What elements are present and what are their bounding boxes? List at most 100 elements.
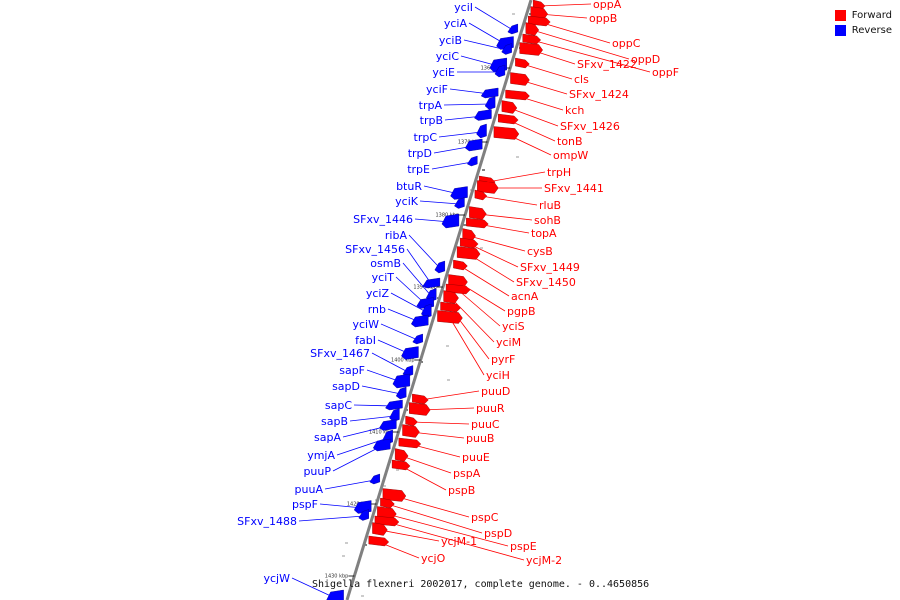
- gene-arrow-SFxv_1450[interactable]: [456, 246, 481, 260]
- gene-arrow-yciF[interactable]: [480, 87, 499, 99]
- gene-label[interactable]: SFxv_1424: [569, 88, 629, 101]
- gene-arrow-yciE[interactable]: [494, 64, 506, 78]
- gene-arrow-yciM[interactable]: [443, 290, 459, 304]
- gene-arrow-SFxv_1426[interactable]: [501, 100, 518, 114]
- gene-label[interactable]: ymjA: [307, 449, 335, 462]
- gene-label[interactable]: sapB: [321, 415, 348, 428]
- gene-label[interactable]: yciA: [444, 17, 468, 30]
- gene-label[interactable]: pspD: [484, 527, 512, 540]
- gene-arrow-trpA[interactable]: [484, 96, 496, 110]
- gene-arrow-pspB[interactable]: [391, 459, 411, 471]
- gene-arrow-cls[interactable]: [515, 57, 530, 69]
- gene-label[interactable]: puuD: [481, 385, 510, 398]
- gene-arrow-yciW[interactable]: [412, 333, 423, 345]
- gene-label[interactable]: trpH: [547, 166, 571, 179]
- gene-label[interactable]: oppD: [631, 53, 660, 66]
- gene-arrow-oppB[interactable]: [530, 6, 548, 20]
- gene-arrow-fabI[interactable]: [401, 346, 419, 360]
- gene-label[interactable]: pyrF: [491, 353, 515, 366]
- gene-label[interactable]: trpD: [408, 147, 432, 160]
- gene-label[interactable]: oppA: [593, 0, 622, 11]
- gene-arrow-ompW[interactable]: [493, 126, 520, 140]
- gene-arrow-yciB[interactable]: [501, 43, 512, 55]
- gene-label[interactable]: pspB: [448, 484, 475, 497]
- gene-arrow-yciK[interactable]: [454, 197, 465, 209]
- gene-label[interactable]: pspF: [292, 498, 318, 511]
- gene-label[interactable]: SFxv_1488: [237, 515, 297, 528]
- gene-arrow-sapF[interactable]: [392, 373, 411, 389]
- gene-arrow-pspD[interactable]: [380, 497, 395, 509]
- gene-label[interactable]: ribA: [385, 229, 408, 242]
- gene-label[interactable]: sapD: [332, 380, 360, 393]
- gene-label[interactable]: SFxv_1449: [520, 261, 580, 274]
- gene-arrow-rnb[interactable]: [410, 314, 429, 328]
- gene-label[interactable]: oppF: [652, 66, 679, 79]
- gene-arrow-yciI[interactable]: [507, 23, 518, 35]
- gene-label[interactable]: cls: [574, 73, 589, 86]
- gene-label[interactable]: yciS: [502, 320, 525, 333]
- gene-label[interactable]: trpE: [407, 163, 430, 176]
- gene-label[interactable]: sapF: [339, 364, 365, 377]
- gene-arrow-ribA[interactable]: [434, 260, 446, 274]
- gene-label[interactable]: pspC: [471, 511, 499, 524]
- gene-arrow-puuR[interactable]: [409, 402, 431, 416]
- gene-label[interactable]: yciI: [454, 1, 473, 14]
- gene-arrow-puuD[interactable]: [412, 393, 429, 405]
- gene-arrow-puuA[interactable]: [369, 473, 380, 485]
- gene-label[interactable]: puuR: [476, 402, 505, 415]
- gene-label[interactable]: yciB: [439, 34, 462, 47]
- gene-label[interactable]: pspE: [510, 540, 537, 553]
- gene-arrow-sapB[interactable]: [389, 408, 400, 422]
- gene-arrow-pspA[interactable]: [394, 448, 409, 462]
- gene-label[interactable]: yciZ: [366, 287, 390, 300]
- gene-label[interactable]: puuA: [295, 483, 324, 496]
- gene-label[interactable]: ompW: [553, 149, 588, 162]
- gene-arrow-oppD[interactable]: [525, 22, 540, 36]
- gene-label[interactable]: yciK: [395, 195, 419, 208]
- gene-arrow-acnA[interactable]: [453, 259, 468, 271]
- gene-arrow-trpB[interactable]: [474, 109, 492, 121]
- gene-arrow-sohB[interactable]: [469, 206, 487, 220]
- gene-label[interactable]: SFxv_1422: [577, 58, 637, 71]
- gene-label[interactable]: SFxv_1426: [560, 120, 620, 133]
- gene-arrow-ycjW[interactable]: [326, 589, 344, 600]
- gene-label[interactable]: oppB: [589, 12, 617, 25]
- gene-label[interactable]: trpA: [419, 99, 443, 112]
- gene-arrow-yciS[interactable]: [445, 283, 471, 295]
- gene-arrow-trpE[interactable]: [467, 155, 478, 167]
- gene-label[interactable]: SFxv_1450: [516, 276, 576, 289]
- gene-arrow-SFxv_1449[interactable]: [459, 237, 479, 249]
- gene-arrow-SFxv_1422[interactable]: [519, 42, 543, 56]
- gene-label[interactable]: ycjM-2: [526, 554, 562, 567]
- gene-label[interactable]: fabI: [355, 334, 376, 347]
- gene-arrow-cysB[interactable]: [462, 228, 476, 242]
- gene-label[interactable]: kch: [565, 104, 584, 117]
- gene-label[interactable]: topA: [531, 227, 557, 240]
- gene-label[interactable]: yciH: [486, 369, 510, 382]
- gene-label[interactable]: yciC: [436, 50, 460, 63]
- gene-label[interactable]: SFxv_1456: [345, 243, 405, 256]
- gene-label[interactable]: osmB: [370, 257, 401, 270]
- gene-arrow-pyrF[interactable]: [440, 301, 461, 313]
- gene-label[interactable]: yciF: [426, 83, 448, 96]
- gene-arrow-ycjO[interactable]: [368, 535, 390, 547]
- gene-arrow-sapC[interactable]: [385, 399, 403, 411]
- gene-label[interactable]: tonB: [557, 135, 583, 148]
- gene-arrow-sapA[interactable]: [379, 419, 397, 431]
- gene-arrow-SFxv_1424[interactable]: [510, 72, 530, 86]
- gene-label[interactable]: btuR: [396, 180, 422, 193]
- gene-arrow-SFxv_1456[interactable]: [422, 277, 441, 289]
- gene-label[interactable]: puuB: [466, 432, 494, 445]
- gene-arrow-sapD[interactable]: [395, 386, 407, 400]
- gene-arrow-ycjM-1[interactable]: [372, 522, 388, 536]
- gene-label[interactable]: puuE: [462, 451, 490, 464]
- gene-label[interactable]: SFxv_1467: [310, 347, 370, 360]
- gene-label[interactable]: sapA: [314, 431, 341, 444]
- gene-arrow-tonB[interactable]: [497, 113, 519, 125]
- gene-label[interactable]: SFxv_1441: [544, 182, 604, 195]
- gene-label[interactable]: yciW: [353, 318, 380, 331]
- gene-label[interactable]: rnb: [368, 303, 386, 316]
- gene-label[interactable]: SFxv_1446: [353, 213, 413, 226]
- gene-label[interactable]: ycjO: [421, 552, 446, 565]
- gene-arrow-yciH[interactable]: [437, 310, 463, 324]
